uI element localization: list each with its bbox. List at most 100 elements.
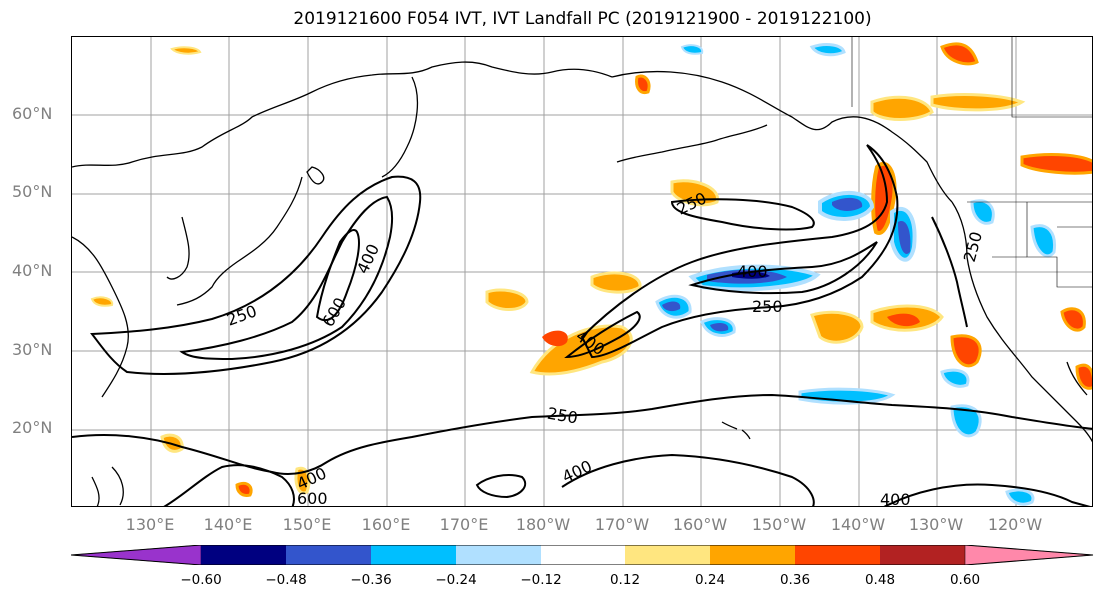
shade-patch <box>1020 153 1092 175</box>
contour-line <box>580 144 899 359</box>
contour-line <box>90 175 422 375</box>
lon-label-130e: 130°E <box>125 515 175 534</box>
lat-label-50n: 50°N <box>12 182 53 201</box>
political-borders <box>851 37 1092 288</box>
shade-patch <box>662 301 681 312</box>
colorbar-extend-high <box>964 545 1094 565</box>
hokkaido-coastline <box>306 166 325 185</box>
shade-patch <box>970 199 995 225</box>
contour-label: 400 <box>880 490 911 507</box>
lon-label-180w: 180°W <box>515 515 571 534</box>
lon-label-140w: 140°W <box>830 515 886 534</box>
colorbar <box>71 545 1094 565</box>
coastlines <box>72 61 1092 506</box>
shade-patch <box>170 46 202 55</box>
lon-label-160e: 160°E <box>361 515 411 534</box>
baja-coastline <box>1066 361 1088 396</box>
shade-patch <box>680 44 704 55</box>
contour-line <box>561 453 815 506</box>
shade-patch <box>485 288 529 311</box>
positive-anomaly-shading <box>90 42 1092 497</box>
colorbar-tick-label: 0.24 <box>694 572 726 588</box>
lon-label-150w: 150°W <box>751 515 807 534</box>
shade-patch <box>1060 307 1086 332</box>
border-line <box>1026 202 1092 288</box>
contour-line <box>564 310 641 359</box>
shade-patch <box>294 466 311 495</box>
shade-patch <box>950 334 982 368</box>
map-title: 2019121600 F054 IVT, IVT Landfall PC (20… <box>293 9 872 29</box>
korea-coastline <box>166 216 190 280</box>
colorbar-segment <box>710 545 795 565</box>
contour-line <box>179 195 394 361</box>
shade-patch <box>950 404 982 438</box>
shade-patch <box>810 310 864 344</box>
lon-label-170w: 170°W <box>594 515 650 534</box>
map-panel: 250 400 600 250 400 250 400 250 400 250 … <box>71 36 1093 507</box>
contour-line <box>670 198 815 231</box>
shade-patch <box>1030 224 1057 258</box>
asia-coastline <box>72 61 613 168</box>
shade-patch <box>898 221 911 254</box>
japan-coastline <box>176 176 303 306</box>
lat-label-60n: 60°N <box>12 104 53 123</box>
colorbar-tick-label: −0.36 <box>350 572 392 588</box>
colorbar-segment <box>456 545 541 565</box>
lon-label-120w: 120°W <box>987 515 1043 534</box>
lon-label-170e: 170°E <box>439 515 489 534</box>
shade-patch <box>90 296 114 307</box>
shade-patch <box>635 74 651 95</box>
shade-patch <box>930 93 1026 112</box>
north-america-coastline <box>951 201 1092 443</box>
shade-patch <box>590 271 642 294</box>
ivt-contours <box>72 144 1092 506</box>
colorbar-segment <box>880 545 965 565</box>
shade-patch <box>542 330 568 347</box>
colorbar-tick-label: −0.12 <box>520 572 562 588</box>
shade-patch <box>870 95 934 121</box>
colorbar-tick-label: 0.36 <box>779 572 811 588</box>
colorbar-tick-label: −0.24 <box>435 572 477 588</box>
contour-label: 250 <box>546 404 579 428</box>
colorbar-outline <box>71 545 1094 565</box>
alaska-coastline <box>611 70 953 203</box>
lon-label-130w: 130°W <box>908 515 964 534</box>
contour-label: 400 <box>559 456 595 486</box>
shade-patch <box>809 43 846 57</box>
colorbar-segment <box>625 545 710 565</box>
philippines-coastline <box>91 466 124 506</box>
lon-label-150e: 150°E <box>282 515 332 534</box>
shade-patch <box>940 42 979 66</box>
contour-line <box>931 216 968 328</box>
contour-line <box>315 229 360 322</box>
contour-label: 400 <box>737 262 768 281</box>
colorbar-tick-label: −0.48 <box>265 572 307 588</box>
contour-label: 600 <box>297 489 328 507</box>
shade-patch <box>1005 488 1035 506</box>
lat-label-40n: 40°N <box>12 261 53 280</box>
contour-line <box>688 241 878 295</box>
map-canvas: 250 400 600 250 400 250 400 250 400 250 … <box>72 37 1092 507</box>
aleutian-coastline <box>616 124 768 163</box>
lat-label-20n: 20°N <box>12 418 53 437</box>
contour-line <box>163 464 295 506</box>
colorbar-extend-low <box>71 545 202 565</box>
contour-label: 250 <box>960 230 986 264</box>
shade-patch <box>832 197 863 211</box>
shade-patch <box>1075 363 1092 390</box>
colorbar-segment <box>286 545 371 565</box>
shade-patch <box>940 368 970 388</box>
lon-label-160w: 160°W <box>672 515 728 534</box>
contour-line <box>883 483 1091 506</box>
contour-line <box>475 474 527 499</box>
shade-patch <box>887 313 920 327</box>
border-line <box>1011 37 1092 118</box>
colorbar-tick-label: 0.12 <box>609 572 641 588</box>
china-coastline <box>72 236 129 398</box>
colorbar-segment <box>795 545 880 565</box>
colorbar-tick-label: 0.60 <box>949 572 981 588</box>
colorbar-segment <box>541 545 625 565</box>
lon-label-140e: 140°E <box>203 515 253 534</box>
shade-patch <box>871 161 897 235</box>
contour-label: 250 <box>72 37 103 41</box>
